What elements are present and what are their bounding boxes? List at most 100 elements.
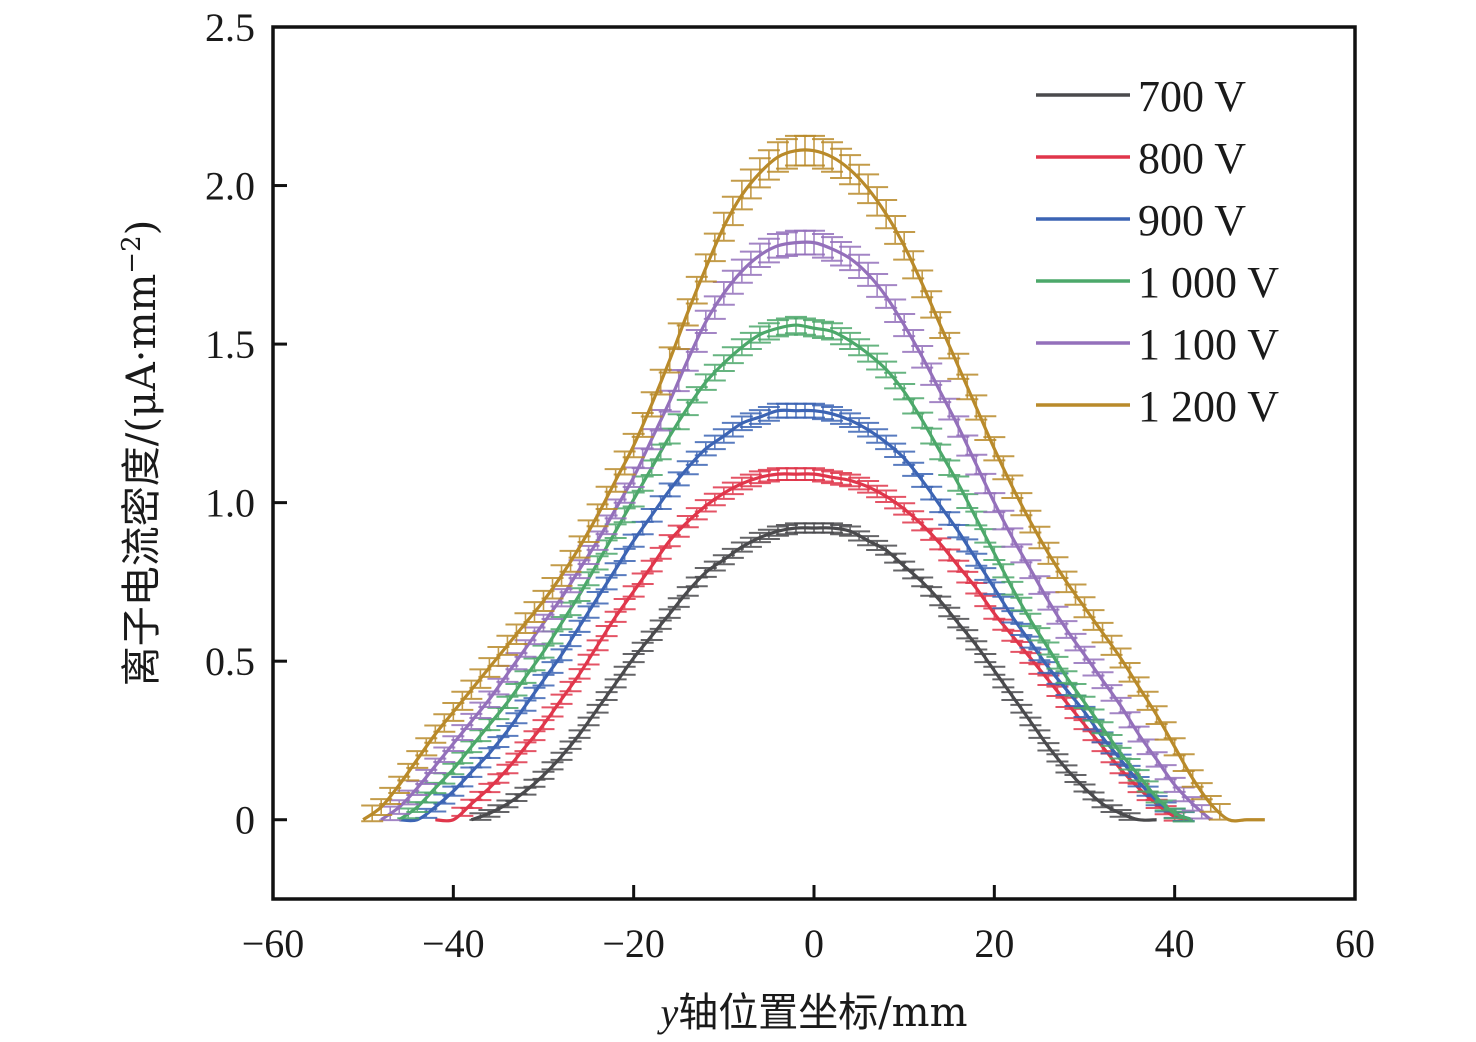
error-bar	[748, 531, 771, 544]
error-bar	[739, 250, 762, 276]
error-bar	[1091, 621, 1114, 644]
error-bar	[694, 253, 717, 283]
error-bar	[884, 298, 907, 324]
error-bar	[442, 702, 465, 722]
error-bar	[830, 240, 853, 267]
legend-item: 800 V	[1036, 134, 1246, 183]
error-bar	[505, 752, 528, 764]
series-group	[361, 134, 1265, 823]
error-bar	[631, 520, 654, 536]
error-bar	[685, 450, 708, 466]
error-bar	[595, 691, 618, 701]
error-bar	[703, 560, 726, 572]
error-bar	[649, 546, 672, 560]
error-bar	[965, 510, 988, 527]
error-bar	[568, 668, 591, 680]
legend-label: 700 V	[1138, 72, 1246, 121]
error-bars	[379, 229, 1213, 822]
error-bar	[784, 315, 807, 335]
error-bar	[496, 724, 519, 737]
legend-item: 1 000 V	[1036, 258, 1279, 307]
error-bar	[956, 538, 979, 553]
error-bar	[803, 319, 825, 338]
error-bar	[388, 799, 411, 815]
error-bar	[586, 555, 609, 571]
error-bar	[920, 586, 943, 597]
error-bar	[739, 331, 762, 350]
error-bar	[1055, 764, 1078, 774]
error-bar	[469, 701, 492, 719]
error-bar	[920, 427, 943, 445]
error-bar	[748, 242, 771, 269]
legend-label: 900 V	[1138, 196, 1246, 245]
error-bar	[514, 741, 537, 753]
y-axis-title-main: 离子电流密度/(μA·mm	[119, 274, 165, 687]
error-bar	[1073, 783, 1096, 793]
error-bar	[902, 250, 925, 280]
error-bar	[505, 682, 528, 697]
error-bar	[974, 415, 997, 442]
error-bar	[523, 626, 546, 646]
error-bar	[766, 141, 789, 173]
error-bar	[1055, 670, 1078, 684]
error-bar	[667, 597, 690, 608]
error-bar	[559, 680, 582, 693]
legend-label: 1 200 V	[1138, 382, 1279, 431]
error-bar	[1010, 703, 1033, 714]
error-bar	[694, 566, 717, 578]
error-bar	[568, 619, 591, 633]
error-bar	[1118, 661, 1141, 683]
error-bar	[397, 762, 420, 782]
error-bar	[730, 179, 753, 211]
error-bar	[676, 515, 699, 529]
error-bar	[622, 652, 645, 664]
error-bar	[1037, 641, 1060, 656]
error-bar	[658, 346, 681, 374]
error-bar	[1055, 620, 1078, 639]
x-tick-label: −40	[422, 921, 485, 966]
error-bar	[1073, 596, 1096, 619]
error-bar	[974, 528, 997, 544]
error-bars	[361, 134, 1231, 823]
error-bar	[992, 595, 1015, 610]
error-bar	[469, 668, 492, 689]
error-bar	[739, 473, 762, 488]
error-bar	[830, 409, 853, 425]
error-bar	[983, 581, 1006, 596]
error-bar	[1064, 583, 1087, 606]
error-bar	[613, 597, 636, 611]
legend-item: 700 V	[1036, 72, 1246, 121]
y-tick-label: 0.5	[205, 639, 255, 684]
error-bar	[803, 134, 825, 167]
error-bar	[487, 645, 510, 667]
error-bar	[1010, 596, 1033, 612]
error-bar	[478, 747, 501, 759]
error-bar	[424, 724, 447, 744]
error-bar	[730, 338, 753, 357]
error-bar	[658, 608, 681, 619]
series-1-200-V	[361, 134, 1265, 823]
error-bar	[541, 630, 564, 645]
error-bar	[1100, 734, 1123, 747]
error-bar	[388, 775, 411, 794]
error-bar	[496, 634, 519, 656]
error-bar	[604, 678, 627, 689]
error-bar	[893, 382, 916, 401]
error-bar	[1001, 474, 1024, 500]
error-bar	[523, 730, 546, 742]
error-bar	[577, 519, 600, 543]
error-bar	[839, 331, 862, 350]
error-bar	[541, 706, 564, 718]
x-tick-label: 20	[974, 921, 1014, 966]
x-tick-label: −60	[242, 921, 305, 966]
x-tick-label: −20	[602, 921, 665, 966]
error-bar	[667, 322, 690, 351]
error-bar	[1001, 691, 1024, 701]
error-bar	[839, 412, 862, 429]
error-bar	[1046, 556, 1069, 580]
error-bar	[595, 485, 618, 511]
x-tick-label: 0	[804, 921, 824, 966]
error-bar	[929, 443, 952, 461]
error-bar	[947, 617, 970, 629]
